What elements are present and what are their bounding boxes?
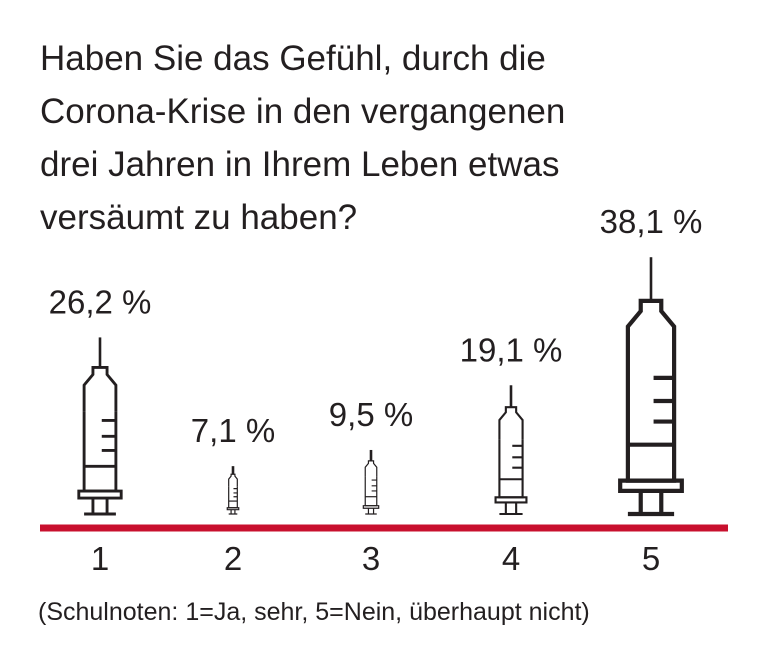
value-label: 26,2 % (49, 283, 152, 320)
value-label: 19,1 % (460, 331, 563, 368)
bar-syringe-4 (496, 385, 527, 514)
x-tick-label: 5 (642, 540, 660, 577)
footnote: (Schulnoten: 1=Ja, sehr, 5=Nein, überhau… (38, 598, 590, 626)
syringe-part (365, 508, 377, 514)
value-label: 38,1 % (600, 203, 703, 240)
syringe-part (102, 420, 116, 450)
value-label: 9,5 % (329, 396, 413, 433)
syringe-part (365, 461, 377, 477)
syringe-part (628, 301, 674, 365)
syringe-part (233, 489, 237, 497)
chart-title-line: versäumt zu haben? (40, 198, 358, 237)
bar-syringe-3 (363, 450, 378, 514)
chart-title: Haben Sie das Gefühl, durch die Corona-K… (40, 32, 740, 244)
x-tick-label: 4 (502, 540, 520, 577)
chart-title-line: Corona-Krise in den vergangenen (40, 92, 566, 131)
value-label: 7,1 % (191, 412, 275, 449)
syringe-part (499, 502, 522, 514)
syringe-part (620, 481, 682, 491)
syringe-part (496, 497, 527, 502)
bar-syringe-5 (620, 257, 682, 514)
syringe-part (84, 367, 116, 411)
syringe-part (227, 508, 238, 510)
syringe-part (372, 480, 377, 491)
syringe-part (79, 491, 121, 498)
x-tick-label: 2 (224, 540, 242, 577)
syringe-part (628, 491, 674, 514)
syringe-part (84, 498, 116, 514)
chart-title-line: Haben Sie das Gefühl, durch die (40, 39, 546, 78)
chart-title-line: drei Jahren in Ihrem Leben etwas (40, 145, 560, 184)
x-tick-label: 3 (362, 540, 380, 577)
bar-syringe-1 (79, 337, 121, 514)
syringe-part (229, 510, 238, 514)
bar-syringe-2 (227, 466, 238, 514)
syringe-part (229, 474, 238, 486)
x-tick-label: 1 (91, 540, 109, 577)
syringe-part (654, 378, 675, 422)
syringe-part (363, 506, 378, 509)
syringe-part (512, 446, 522, 468)
syringe-part (499, 407, 522, 439)
